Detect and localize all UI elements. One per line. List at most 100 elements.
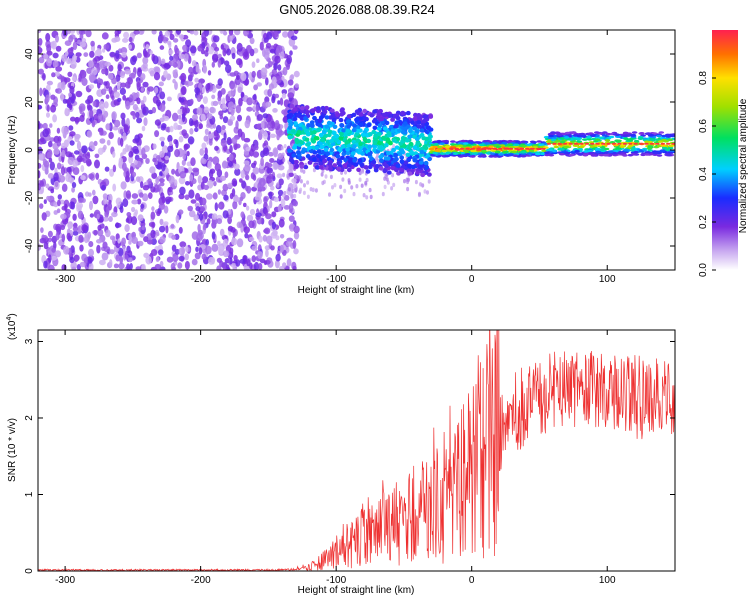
heat-cell xyxy=(216,218,223,225)
heat-cell xyxy=(390,186,394,191)
heat-cell xyxy=(331,117,337,123)
heat-cell xyxy=(172,38,179,43)
heat-cell xyxy=(414,136,420,142)
heat-cell xyxy=(324,174,328,179)
heat-cell xyxy=(166,96,172,102)
heat-cell xyxy=(126,215,133,224)
heat-cell xyxy=(93,229,98,236)
heat-cell xyxy=(271,68,278,75)
heat-cell xyxy=(79,114,85,122)
heat-cell xyxy=(575,152,581,155)
heat-cell xyxy=(665,153,671,156)
heat-cell xyxy=(214,145,219,151)
heat-cell xyxy=(194,119,199,128)
heat-cell xyxy=(83,52,89,57)
heat-cell xyxy=(552,142,557,145)
heat-cell xyxy=(391,173,395,178)
heat-cell xyxy=(194,77,199,83)
heat-cell xyxy=(242,51,250,60)
heat-cell xyxy=(650,139,656,142)
heat-cell xyxy=(277,152,284,160)
heat-cell xyxy=(171,266,177,270)
heat-cell xyxy=(71,187,75,193)
heat-cell xyxy=(46,104,50,112)
x-tick-label: -200 xyxy=(191,575,211,586)
heat-cell xyxy=(416,120,422,125)
heat-cell xyxy=(92,195,99,205)
heat-cell xyxy=(346,124,351,129)
heat-cell xyxy=(671,142,675,145)
heat-cell xyxy=(81,145,88,154)
heat-cell xyxy=(49,123,53,128)
heat-cell xyxy=(320,155,326,160)
heat-cell xyxy=(392,113,398,119)
heat-cell xyxy=(292,45,298,50)
heat-cell xyxy=(314,165,320,170)
heat-cell xyxy=(321,180,325,186)
heat-cell xyxy=(550,131,556,134)
heat-cell xyxy=(92,100,97,107)
heat-cell xyxy=(551,149,558,152)
heat-cell xyxy=(154,87,159,94)
heat-cell xyxy=(392,144,396,149)
heat-cell xyxy=(207,70,212,76)
heat-cell xyxy=(400,110,406,116)
heat-cell xyxy=(354,117,359,123)
heat-cell xyxy=(78,73,82,82)
heat-cell xyxy=(191,60,197,67)
heat-cell xyxy=(177,114,182,120)
heat-cell xyxy=(332,163,338,168)
heat-cell xyxy=(235,259,241,267)
heat-cell xyxy=(224,171,229,178)
heat-cell xyxy=(234,143,241,149)
heat-cell xyxy=(318,132,324,138)
heat-cell xyxy=(134,134,140,143)
heat-cell xyxy=(329,108,335,113)
heat-cell xyxy=(160,34,164,41)
heat-cell xyxy=(293,193,297,199)
heat-cell xyxy=(259,41,264,51)
colorbar-tick-label: 0.6 xyxy=(698,119,709,133)
heat-cell xyxy=(256,123,262,129)
heat-cell xyxy=(366,122,372,128)
heat-cell xyxy=(399,155,405,160)
heat-cell xyxy=(203,135,209,142)
heat-cell xyxy=(556,133,563,136)
heat-cell xyxy=(627,145,633,148)
heat-cell xyxy=(287,92,295,99)
heat-cell xyxy=(535,147,541,150)
heat-cell xyxy=(260,67,268,76)
heat-cell xyxy=(458,141,464,145)
heat-cell xyxy=(219,243,227,250)
heat-cell xyxy=(503,153,509,157)
heat-cell xyxy=(53,172,59,181)
heat-cell xyxy=(103,101,109,109)
heat-cell xyxy=(108,249,115,255)
heat-cell xyxy=(192,167,200,173)
heat-cell xyxy=(365,169,371,174)
heat-cell xyxy=(395,163,401,168)
heat-cell xyxy=(412,145,418,150)
heat-cell xyxy=(56,141,62,147)
heat-cell xyxy=(129,72,136,79)
snr-multiplier: (x104) xyxy=(6,313,18,340)
heat-cell xyxy=(229,257,233,265)
heat-cell xyxy=(159,171,163,177)
heat-cell xyxy=(107,72,114,80)
heat-cell xyxy=(221,97,226,106)
heat-cell xyxy=(279,266,285,270)
heat-cell xyxy=(189,128,194,135)
heat-cell xyxy=(314,145,320,151)
heat-cell xyxy=(115,197,122,206)
heat-cell xyxy=(205,46,209,53)
heat-cell xyxy=(148,222,155,227)
heat-cell xyxy=(355,138,361,143)
heat-cell xyxy=(101,252,109,261)
heat-cell xyxy=(103,43,110,50)
heat-cell xyxy=(223,132,227,141)
heat-cell xyxy=(97,147,104,155)
heat-cell xyxy=(400,135,406,141)
heat-cell xyxy=(167,134,173,143)
heat-cell xyxy=(88,84,95,90)
heat-cell xyxy=(402,121,408,126)
